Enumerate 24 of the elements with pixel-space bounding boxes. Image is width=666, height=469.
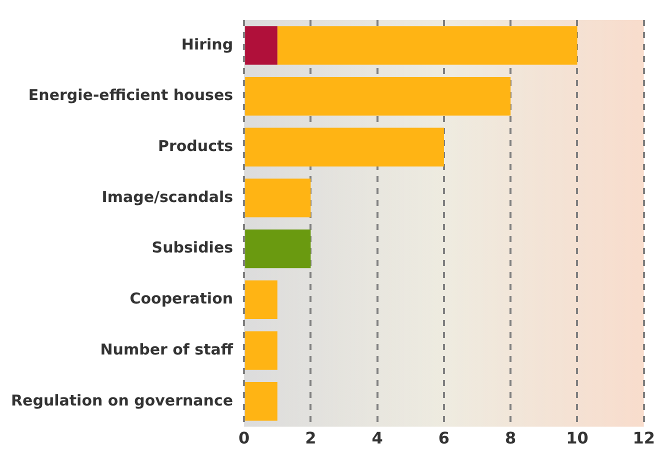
y-tick-label: Cooperation [130, 290, 234, 308]
x-tick-label: 12 [632, 428, 655, 448]
x-tick-label: 10 [566, 428, 588, 448]
x-tick-label: 4 [372, 428, 383, 448]
bar [245, 280, 278, 319]
x-tick-label: 8 [505, 428, 516, 448]
x-tick-label: 0 [238, 428, 250, 448]
bar [245, 382, 278, 421]
y-tick-label: Regulation on governance [10, 391, 234, 410]
y-tick-label: Number of staff [100, 340, 234, 358]
x-tick-label: 2 [305, 428, 316, 448]
bar [245, 178, 311, 218]
bar [277, 26, 578, 65]
y-tick-label: Image/scandals [102, 188, 234, 206]
y-tick-label: Products [158, 137, 234, 156]
x-tick-label: 6 [438, 428, 450, 448]
y-tick-label: Energie-efficient houses [28, 86, 234, 104]
y-tick-label: Subsidies [152, 238, 234, 257]
bar [245, 76, 511, 116]
y-tick-label: Hiring [181, 35, 234, 54]
bar [245, 26, 278, 65]
bar [245, 331, 278, 370]
bar [245, 230, 311, 268]
bar [245, 128, 444, 166]
